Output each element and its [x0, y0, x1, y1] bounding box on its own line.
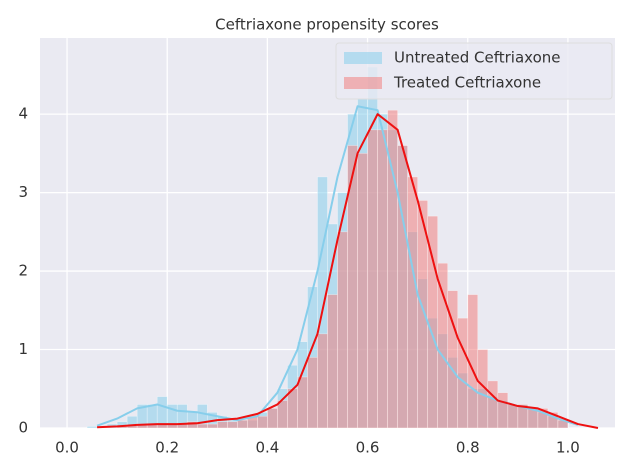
bar — [327, 294, 338, 429]
bar — [437, 262, 449, 429]
y-tick-label: 3 — [18, 183, 28, 201]
legend-label: Untreated Ceftriaxone — [394, 49, 560, 67]
bar — [487, 380, 499, 429]
bar — [277, 400, 288, 429]
y-tick-label: 0 — [18, 419, 28, 437]
x-tick-label: 0.8 — [456, 439, 480, 457]
bar — [287, 388, 298, 429]
x-tick-label: 0.6 — [356, 439, 380, 457]
bar — [86, 426, 98, 429]
bar — [357, 153, 368, 429]
chart-title: Ceftriaxone propensity scores — [215, 16, 439, 34]
x-tick-label: 0.0 — [55, 439, 79, 457]
bar — [267, 408, 278, 429]
x-tick-label: 0.4 — [255, 439, 279, 457]
bar — [297, 376, 308, 429]
bar — [217, 421, 228, 429]
bar — [377, 129, 388, 429]
bar — [337, 231, 348, 429]
bar — [317, 333, 328, 429]
bar — [227, 421, 238, 429]
legend-box — [335, 42, 613, 100]
bar — [237, 419, 248, 429]
y-tick-label: 1 — [18, 340, 28, 358]
legend-label: Treated Ceftriaxone — [393, 74, 541, 92]
x-tick-label: 0.2 — [155, 439, 179, 457]
y-tick-label: 2 — [18, 262, 28, 280]
bar — [397, 145, 408, 429]
bar — [407, 176, 418, 429]
bar — [196, 423, 208, 429]
bar — [507, 404, 519, 429]
bar — [257, 415, 268, 429]
bar — [206, 423, 218, 429]
x-tick-label: 1.0 — [556, 439, 580, 457]
bar — [497, 392, 509, 429]
y-tick-label: 4 — [18, 105, 28, 123]
bar — [307, 357, 318, 429]
legend-swatch — [344, 52, 382, 64]
bar — [367, 129, 378, 429]
kde-line — [97, 113, 599, 429]
bar — [457, 317, 469, 429]
legend-swatch — [344, 77, 382, 89]
